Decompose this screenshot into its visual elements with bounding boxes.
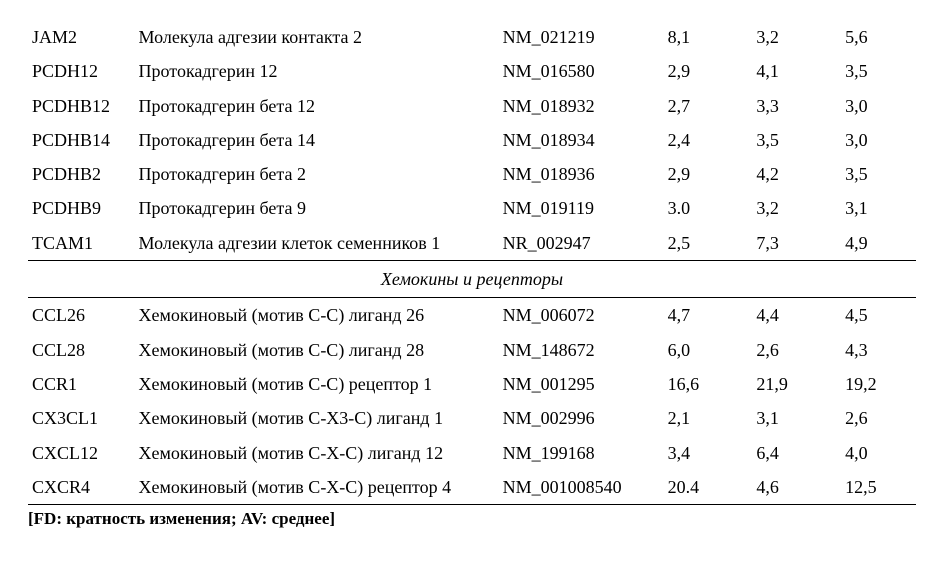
cell-description: Хемокиновый (мотив C-C) лиганд 28	[135, 333, 499, 367]
cell-description: Хемокиновый (мотив C-X-C) рецептор 4	[135, 470, 499, 505]
cell-value-3: 4,0	[827, 436, 916, 470]
cell-value-2: 4,2	[738, 157, 827, 191]
cell-description: Хемокиновый (мотив C-X3-C) лиганд 1	[135, 401, 499, 435]
cell-value-2: 4,1	[738, 54, 827, 88]
cell-value-2: 3,5	[738, 123, 827, 157]
cell-accession: NM_002996	[499, 401, 650, 435]
cell-value-1: 3.0	[650, 191, 739, 225]
cell-symbol: PCDHB14	[28, 123, 135, 157]
cell-accession: NM_021219	[499, 20, 650, 54]
cell-description: Протокадгерин бета 12	[135, 89, 499, 123]
footnote: [FD: кратность изменения; AV: среднее]	[28, 509, 916, 529]
cell-description: Хемокиновый (мотив C-X-C) лиганд 12	[135, 436, 499, 470]
table-row: CXCR4Хемокиновый (мотив C-X-C) рецептор …	[28, 470, 916, 505]
table-row: TCAM1Молекула адгезии клеток семенников …	[28, 226, 916, 261]
cell-accession: NM_019119	[499, 191, 650, 225]
table-row: CCL28Хемокиновый (мотив C-C) лиганд 28NM…	[28, 333, 916, 367]
cell-symbol: CXCR4	[28, 470, 135, 505]
cell-value-1: 2,9	[650, 54, 739, 88]
cell-accession: NR_002947	[499, 226, 650, 261]
cell-value-1: 2,1	[650, 401, 739, 435]
cell-accession: NM_018932	[499, 89, 650, 123]
cell-value-3: 4,3	[827, 333, 916, 367]
table-section-bottom: CCL26Хемокиновый (мотив C-C) лиганд 26NM…	[28, 298, 916, 505]
cell-value-2: 2,6	[738, 333, 827, 367]
cell-value-3: 4,5	[827, 298, 916, 333]
cell-symbol: CCL26	[28, 298, 135, 333]
cell-description: Протокадгерин бета 2	[135, 157, 499, 191]
cell-description: Хемокиновый (мотив C-C) лиганд 26	[135, 298, 499, 333]
cell-value-3: 3,5	[827, 157, 916, 191]
cell-value-2: 7,3	[738, 226, 827, 261]
cell-description: Хемокиновый (мотив C-C) рецептор 1	[135, 367, 499, 401]
cell-description: Молекула адгезии клеток семенников 1	[135, 226, 499, 261]
cell-value-3: 2,6	[827, 401, 916, 435]
table-row: CCL26Хемокиновый (мотив C-C) лиганд 26NM…	[28, 298, 916, 333]
cell-symbol: CCR1	[28, 367, 135, 401]
table-row: PCDHB14Протокадгерин бета 14NM_0189342,4…	[28, 123, 916, 157]
cell-description: Протокадгерин бета 14	[135, 123, 499, 157]
cell-symbol: JAM2	[28, 20, 135, 54]
table-row: PCDHB9Протокадгерин бета 9NM_0191193.03,…	[28, 191, 916, 225]
cell-value-1: 3,4	[650, 436, 739, 470]
cell-value-2: 4,4	[738, 298, 827, 333]
cell-value-2: 3,2	[738, 20, 827, 54]
cell-value-1: 2,5	[650, 226, 739, 261]
cell-description: Протокадгерин 12	[135, 54, 499, 88]
section-header: Хемокины и рецепторы	[28, 261, 916, 298]
cell-symbol: PCDHB9	[28, 191, 135, 225]
cell-value-3: 12,5	[827, 470, 916, 505]
cell-symbol: CCL28	[28, 333, 135, 367]
cell-accession: NM_148672	[499, 333, 650, 367]
cell-accession: NM_001295	[499, 367, 650, 401]
gene-table: JAM2Молекула адгезии контакта 2NM_021219…	[28, 20, 916, 505]
cell-value-2: 21,9	[738, 367, 827, 401]
cell-symbol: PCDHB2	[28, 157, 135, 191]
cell-value-2: 3,1	[738, 401, 827, 435]
cell-value-3: 5,6	[827, 20, 916, 54]
cell-symbol: TCAM1	[28, 226, 135, 261]
table-row: PCDHB2Протокадгерин бета 2NM_0189362,94,…	[28, 157, 916, 191]
cell-value-1: 20.4	[650, 470, 739, 505]
cell-value-2: 3,2	[738, 191, 827, 225]
cell-value-1: 8,1	[650, 20, 739, 54]
cell-value-3: 3,0	[827, 89, 916, 123]
cell-accession: NM_001008540	[499, 470, 650, 505]
cell-accession: NM_018934	[499, 123, 650, 157]
cell-accession: NM_016580	[499, 54, 650, 88]
cell-accession: NM_006072	[499, 298, 650, 333]
cell-value-1: 2,9	[650, 157, 739, 191]
cell-value-2: 3,3	[738, 89, 827, 123]
cell-symbol: CX3CL1	[28, 401, 135, 435]
table-row: CX3CL1Хемокиновый (мотив C-X3-C) лиганд …	[28, 401, 916, 435]
cell-value-3: 4,9	[827, 226, 916, 261]
table-row: CCR1Хемокиновый (мотив C-C) рецептор 1NM…	[28, 367, 916, 401]
cell-symbol: PCDHB12	[28, 89, 135, 123]
cell-value-1: 6,0	[650, 333, 739, 367]
table-section-top: JAM2Молекула адгезии контакта 2NM_021219…	[28, 20, 916, 261]
cell-value-3: 19,2	[827, 367, 916, 401]
cell-accession: NM_199168	[499, 436, 650, 470]
table-row: CXCL12Хемокиновый (мотив C-X-C) лиганд 1…	[28, 436, 916, 470]
cell-value-3: 3,0	[827, 123, 916, 157]
cell-description: Протокадгерин бета 9	[135, 191, 499, 225]
cell-value-3: 3,5	[827, 54, 916, 88]
table-section-header-row: Хемокины и рецепторы	[28, 261, 916, 298]
table-row: PCDH12Протокадгерин 12NM_0165802,94,13,5	[28, 54, 916, 88]
cell-description: Молекула адгезии контакта 2	[135, 20, 499, 54]
cell-value-1: 2,4	[650, 123, 739, 157]
cell-value-2: 6,4	[738, 436, 827, 470]
cell-value-1: 2,7	[650, 89, 739, 123]
table-row: PCDHB12Протокадгерин бета 12NM_0189322,7…	[28, 89, 916, 123]
cell-value-2: 4,6	[738, 470, 827, 505]
cell-value-1: 16,6	[650, 367, 739, 401]
cell-value-1: 4,7	[650, 298, 739, 333]
cell-accession: NM_018936	[499, 157, 650, 191]
table-row: JAM2Молекула адгезии контакта 2NM_021219…	[28, 20, 916, 54]
cell-symbol: CXCL12	[28, 436, 135, 470]
cell-symbol: PCDH12	[28, 54, 135, 88]
cell-value-3: 3,1	[827, 191, 916, 225]
